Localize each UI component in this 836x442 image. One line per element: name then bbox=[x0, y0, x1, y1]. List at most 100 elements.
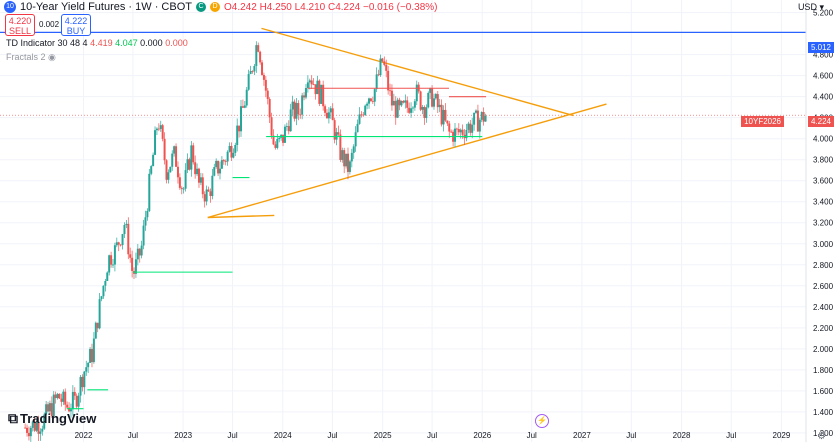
price-tick-label: 1.200 bbox=[813, 429, 834, 438]
time-tick-label: 2027 bbox=[573, 431, 591, 440]
candle-body bbox=[293, 101, 296, 119]
candle bbox=[165, 159, 168, 184]
time-tick-label: 2025 bbox=[374, 431, 392, 440]
sell-button[interactable]: 4.220 SELL bbox=[5, 14, 35, 36]
time-tick-label: Jul bbox=[227, 431, 237, 440]
candle bbox=[176, 161, 179, 184]
price-tick-label: 1.400 bbox=[813, 408, 834, 417]
candle-body bbox=[385, 64, 388, 71]
candle bbox=[253, 64, 256, 76]
candle-body bbox=[196, 168, 199, 175]
candle-body bbox=[402, 101, 405, 103]
candle-body bbox=[303, 95, 306, 98]
candle bbox=[218, 161, 221, 180]
candle bbox=[450, 129, 453, 133]
candle-body bbox=[209, 191, 212, 197]
buy-button[interactable]: 4.222 BUY bbox=[61, 14, 91, 36]
price-tick-label: 3.400 bbox=[813, 198, 834, 207]
candle-body bbox=[331, 108, 334, 121]
currency-label: USD bbox=[797, 2, 817, 12]
candle bbox=[333, 117, 336, 144]
candle bbox=[285, 122, 288, 131]
symbol-title[interactable]: 10-Year Yield Futures · 1W · CBOT bbox=[20, 1, 192, 13]
candle-body bbox=[408, 107, 411, 113]
candle-body bbox=[455, 128, 458, 130]
candle bbox=[215, 158, 218, 169]
candle-body bbox=[348, 161, 351, 172]
candle-body bbox=[253, 65, 256, 72]
lightning-icon[interactable]: ⚡ bbox=[535, 414, 549, 428]
candle bbox=[43, 412, 46, 430]
candle bbox=[134, 252, 137, 278]
candle bbox=[423, 105, 426, 125]
td-indicator-legend[interactable]: TD Indicator 30 48 4 4.419 4.047 0.000 0… bbox=[6, 38, 188, 48]
candle bbox=[211, 168, 214, 200]
price-axis[interactable]: 5.2004.8004.6004.4004.2004.0003.8003.600… bbox=[805, 0, 834, 442]
candle-body bbox=[320, 84, 323, 104]
candle-body bbox=[138, 248, 141, 256]
candle bbox=[347, 147, 350, 180]
candle bbox=[188, 157, 191, 171]
candle-body bbox=[423, 106, 426, 118]
candle-body bbox=[427, 92, 430, 108]
candle-body bbox=[469, 123, 472, 133]
candle-body bbox=[85, 367, 88, 372]
candle bbox=[348, 159, 351, 175]
gear-icon[interactable]: ⚙ bbox=[817, 431, 826, 442]
candle bbox=[425, 104, 428, 123]
candle-body bbox=[60, 398, 63, 402]
candle-body bbox=[201, 177, 204, 195]
price-tick-label: 3.200 bbox=[813, 219, 834, 228]
candle-body bbox=[127, 223, 130, 255]
candle bbox=[157, 123, 160, 132]
candle-body bbox=[404, 100, 407, 103]
candle-body bbox=[27, 432, 30, 437]
candle bbox=[213, 163, 216, 177]
candle-body bbox=[343, 150, 346, 167]
candle-body bbox=[243, 105, 246, 108]
candle bbox=[362, 112, 365, 117]
time-tick-label: Jul bbox=[527, 431, 537, 440]
candle bbox=[325, 109, 328, 119]
candle-body bbox=[224, 161, 227, 163]
candle-body bbox=[215, 160, 218, 168]
candle-body bbox=[440, 104, 443, 125]
candle bbox=[203, 191, 206, 208]
time-tick-label: 2023 bbox=[174, 431, 192, 440]
candle-body bbox=[169, 166, 172, 173]
candle-body bbox=[419, 91, 422, 110]
price-tick-label: 3.800 bbox=[813, 156, 834, 165]
tradingview-logo[interactable]: ⧉ TradingView bbox=[8, 410, 96, 427]
td-value-4: 0.000 bbox=[165, 38, 188, 48]
candle-body bbox=[304, 87, 307, 98]
candle-body bbox=[322, 84, 325, 107]
candle bbox=[301, 92, 304, 120]
candle-body bbox=[69, 409, 72, 412]
candle-body bbox=[411, 107, 414, 109]
price-tick-label: 3.000 bbox=[813, 240, 834, 249]
candle bbox=[115, 237, 118, 248]
trendlines[interactable] bbox=[0, 27, 806, 219]
candle bbox=[475, 109, 478, 114]
candle bbox=[222, 158, 225, 165]
td-indicator-lines bbox=[66, 87, 487, 410]
candle bbox=[331, 103, 334, 121]
candle bbox=[142, 219, 145, 250]
candle-body bbox=[47, 404, 50, 412]
candle-body bbox=[368, 98, 371, 104]
candle bbox=[217, 160, 220, 177]
candle bbox=[178, 173, 181, 190]
candle bbox=[343, 147, 346, 174]
candle-body bbox=[102, 285, 105, 297]
candle-body bbox=[339, 134, 342, 160]
candle bbox=[429, 87, 432, 99]
fractals-legend[interactable]: Fractals 2 ◉ bbox=[6, 52, 56, 63]
currency-selector[interactable]: USD ▾ bbox=[798, 2, 824, 13]
candle bbox=[62, 389, 65, 406]
candle bbox=[259, 50, 262, 65]
eye-icon[interactable]: ◉ bbox=[48, 52, 56, 62]
candle-body bbox=[62, 391, 65, 402]
candle-body bbox=[373, 89, 376, 102]
